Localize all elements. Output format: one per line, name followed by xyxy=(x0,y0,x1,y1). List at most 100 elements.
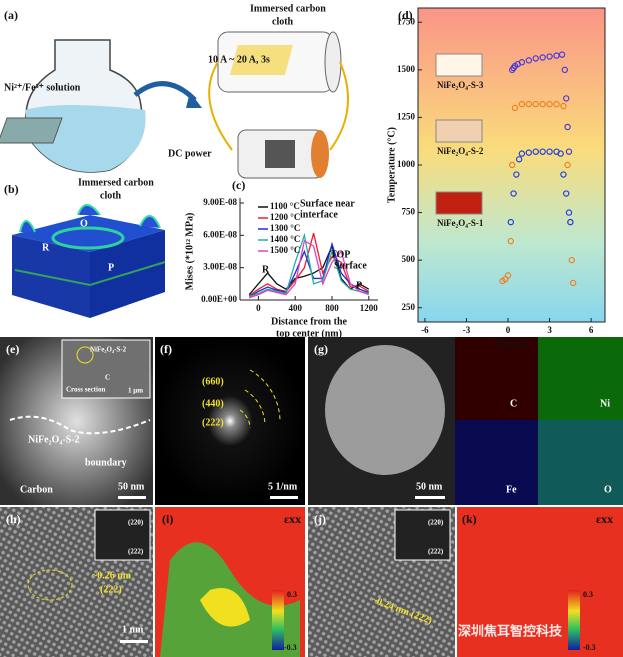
label: (222) xyxy=(128,548,144,556)
label: (222) xyxy=(100,584,122,595)
y-tick-label: 250 xyxy=(402,302,416,312)
scale-label: 1 nm xyxy=(122,624,144,635)
legend-label: 1100 °C xyxy=(270,201,300,211)
label: 10 A ~ 20 A, 3s xyxy=(208,54,270,65)
label: Ni²⁺/Fe³⁺ solution xyxy=(4,82,81,93)
y-tick-label: 1750 xyxy=(397,16,416,26)
scale-label: 50 nm xyxy=(118,481,145,492)
legend-label: 1500 °C xyxy=(270,245,300,255)
x-axis-label: top center (nm) xyxy=(276,328,342,339)
scale-bar xyxy=(415,496,445,499)
label: 1 μm xyxy=(128,387,143,395)
legend-label: 1200 °C xyxy=(270,212,300,222)
color-bar xyxy=(568,590,580,650)
y-tick-label: 750 xyxy=(402,207,416,217)
annotation: TOP xyxy=(330,249,350,260)
panel-label: (e) xyxy=(6,342,19,356)
x-axis-label: Time (s) xyxy=(494,338,529,349)
scale-bar xyxy=(270,496,298,499)
label: NiFe₂O₄-S-2 xyxy=(28,434,80,445)
panel-label: (c) xyxy=(232,178,245,192)
ring-label: (440) xyxy=(202,398,224,409)
annotation: Surface xyxy=(334,260,367,271)
map-c xyxy=(455,337,538,420)
panel-label: (a) xyxy=(4,8,18,22)
scale-label: 5 1/nm xyxy=(268,481,298,492)
legend-thumbnail xyxy=(436,54,482,76)
saed-image xyxy=(155,337,305,505)
map-label: Fe xyxy=(506,484,517,495)
watermark: 深圳焦耳智控科技 xyxy=(458,624,563,640)
y-axis-label: Mises (*10¹² MPa) xyxy=(184,213,195,291)
label: εxx xyxy=(596,512,613,526)
label: Carbon xyxy=(20,484,53,495)
legend-thumbnail xyxy=(436,192,482,214)
particle xyxy=(325,345,445,475)
x-axis-label: Distance from the xyxy=(271,316,347,327)
x-tick-label: 3 xyxy=(547,325,552,335)
panel-label: (j) xyxy=(314,512,326,526)
x-tick-label: 6 xyxy=(589,325,594,335)
label: Immersed carbon xyxy=(78,177,154,188)
label: C xyxy=(105,374,110,382)
label: (220) xyxy=(428,519,444,527)
label: cloth xyxy=(100,190,122,201)
map-label: C xyxy=(510,398,517,409)
label: ~0.26 nm xyxy=(92,570,132,581)
y-tick-label: 6.00E-08 xyxy=(203,229,237,239)
legend-label: 1400 °C xyxy=(270,234,300,244)
map-ni xyxy=(538,337,623,420)
x-tick-label: 1200 xyxy=(360,303,379,313)
label: 0.3 xyxy=(287,590,297,599)
y-tick-label: 1250 xyxy=(397,111,416,121)
map-label: O xyxy=(604,484,612,495)
panel-label: (h) xyxy=(6,512,21,526)
label: -0.3 xyxy=(284,643,297,652)
legend-label: 1300 °C xyxy=(270,223,300,233)
annotation: interface xyxy=(300,209,338,220)
label: Cross section xyxy=(66,386,105,394)
legend-label: NiFe₂O₄-S-3 xyxy=(437,80,484,90)
label: (222) xyxy=(428,548,444,556)
panel-label: (b) xyxy=(4,182,19,196)
x-tick-label: 0 xyxy=(256,303,261,313)
x-tick-label: 800 xyxy=(325,303,339,313)
panel-label: (i) xyxy=(162,512,173,526)
label: DC power xyxy=(168,148,212,159)
color-bar xyxy=(272,590,284,650)
point-label: R xyxy=(42,242,50,253)
y-tick-label: 3.00E-08 xyxy=(203,262,237,272)
y-tick-label: 0.00E+00 xyxy=(201,294,237,304)
map-label: Ni xyxy=(600,398,610,409)
legend-label: NiFe₂O₄-S-2 xyxy=(437,146,484,156)
panel-b xyxy=(12,205,165,318)
annotation: Surface near xyxy=(300,198,355,209)
ring-label: (222) xyxy=(202,417,224,428)
point-label: O xyxy=(80,218,88,229)
label: εxx xyxy=(284,512,301,526)
label: boundary xyxy=(85,457,127,468)
y-tick-label: 500 xyxy=(402,254,416,264)
scale-bar xyxy=(118,496,146,499)
scale-bar xyxy=(120,640,148,643)
y-axis-label: Temperature (°C) xyxy=(386,127,397,203)
scale-label: 50 nm xyxy=(416,481,443,492)
x-tick-label: -6 xyxy=(421,325,429,335)
panel-label: (f) xyxy=(160,342,172,356)
legend-thumbnail xyxy=(436,120,482,142)
label: (220) xyxy=(128,519,144,527)
x-tick-label: -3 xyxy=(463,325,471,335)
legend-label: NiFe₂O₄-S-1 xyxy=(437,218,484,228)
annotation: P xyxy=(356,280,362,291)
ring-label: (660) xyxy=(202,376,224,387)
panel-label: (k) xyxy=(462,512,477,526)
label: cloth xyxy=(272,16,294,27)
point-label: P xyxy=(108,262,114,273)
label: NiFe₂O₄-S-2 xyxy=(90,346,127,354)
y-tick-label: 1000 xyxy=(397,159,416,169)
y-tick-label: 9.00E-08 xyxy=(203,197,237,207)
x-tick-label: 400 xyxy=(288,303,302,313)
label: Immersed carbon xyxy=(250,3,326,14)
y-tick-label: 1500 xyxy=(397,64,416,74)
